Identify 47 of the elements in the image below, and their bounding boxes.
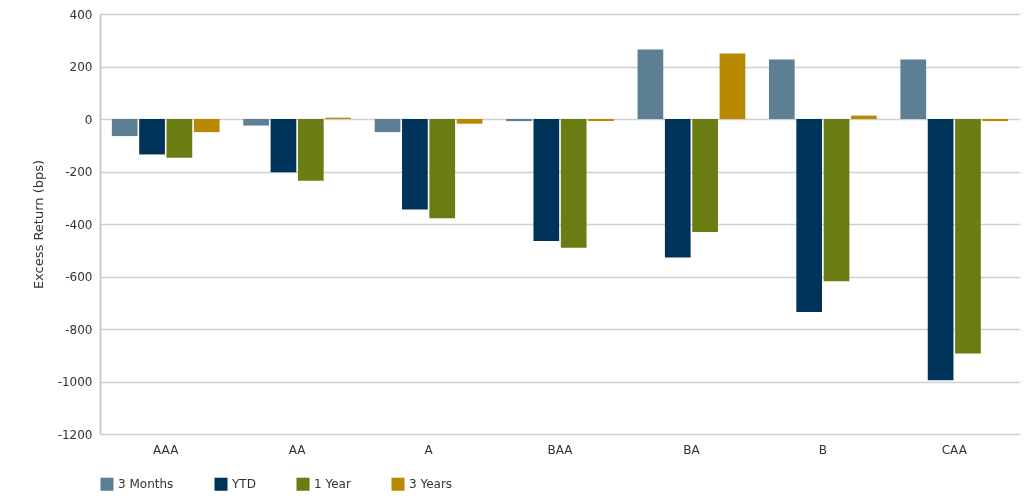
bar	[796, 119, 823, 312]
y-tick-label: -400	[65, 217, 93, 232]
legend-label: 3 Months	[118, 477, 174, 492]
bar	[664, 119, 691, 258]
y-tick-label: 0	[84, 112, 93, 127]
bar	[982, 119, 1009, 122]
x-tick-label: CAA	[941, 442, 968, 457]
y-tick-label: -1200	[57, 427, 93, 442]
legend-label: 1 Year	[314, 477, 351, 492]
bar	[823, 119, 850, 282]
y-axis-title: Excess Return (bps)	[30, 159, 46, 290]
x-tick-label: BA	[683, 442, 701, 457]
bar	[166, 119, 193, 158]
bar	[900, 59, 927, 119]
x-tick-label: B	[818, 442, 827, 457]
x-tick-label: A	[424, 442, 434, 457]
bar	[588, 119, 614, 122]
bar	[456, 119, 483, 124]
bar	[927, 119, 954, 381]
bar	[637, 49, 664, 119]
bar	[139, 119, 165, 155]
bar	[533, 119, 560, 242]
y-tick-label: -800	[65, 322, 93, 337]
bar	[297, 119, 324, 181]
bar	[768, 59, 795, 119]
bar	[692, 119, 718, 232]
x-tick-label: AAA	[153, 442, 180, 457]
legend-label: 3 Years	[409, 477, 453, 492]
y-tick-label: -1000	[57, 375, 93, 389]
bar	[506, 119, 532, 122]
bar	[193, 119, 220, 133]
y-tick-label: 400	[69, 7, 93, 22]
bar	[429, 119, 456, 219]
bar	[560, 119, 587, 248]
bar	[955, 119, 981, 354]
x-tick-label: BAA	[547, 442, 574, 457]
y-tick-label: -600	[65, 270, 93, 284]
bar	[719, 53, 746, 119]
bar	[374, 119, 401, 133]
bar	[402, 119, 428, 210]
y-tick-label: -200	[65, 165, 93, 179]
bar	[243, 119, 269, 126]
y-tick-label: 200	[69, 60, 93, 74]
bar	[270, 119, 297, 173]
x-tick-label: AA	[288, 442, 307, 457]
legend-label: YTD	[231, 477, 256, 492]
bar	[111, 119, 138, 137]
